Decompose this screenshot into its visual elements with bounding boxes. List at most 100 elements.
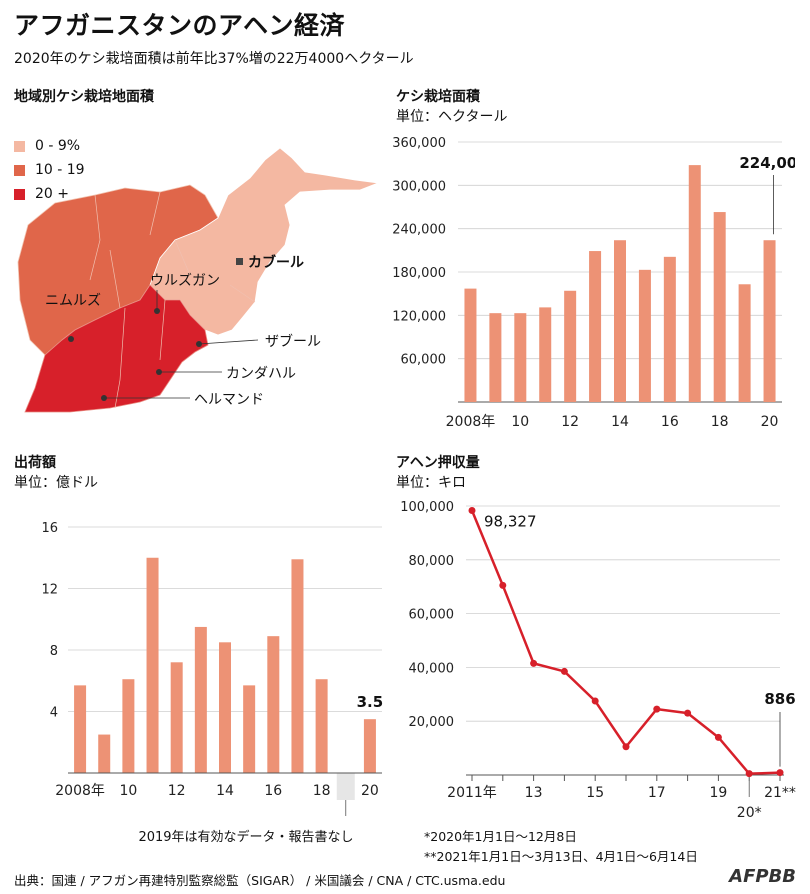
legend-item-mid: 10 - 19 <box>14 158 85 182</box>
bar <box>74 685 87 773</box>
bar <box>638 269 651 402</box>
bar <box>688 165 701 402</box>
bar <box>170 662 183 773</box>
x-tick-label: 18 <box>313 783 331 799</box>
data-point <box>591 697 599 705</box>
y-tick-label: 20,000 <box>409 715 455 730</box>
x-tick-label: 12 <box>561 414 579 430</box>
x-tick-label: 16 <box>661 414 679 430</box>
y-tick-label: 4 <box>50 706 58 721</box>
no-data-note: 2019年は有効なデータ・報告書なし <box>138 829 353 845</box>
data-point <box>468 507 476 515</box>
data-point <box>560 667 568 675</box>
legend-swatch <box>14 140 25 152</box>
bar <box>363 719 376 773</box>
data-point <box>653 705 661 713</box>
afp-logo: AFPBB <box>729 866 796 887</box>
annotation-label: 224,000 <box>739 154 795 172</box>
y-tick-label: 16 <box>41 521 58 536</box>
data-point <box>714 733 722 741</box>
x-tick-label: 17 <box>648 785 666 801</box>
leader-line <box>198 339 259 345</box>
x-tick-label: 2008年 <box>55 783 105 799</box>
x-tick-label: 20 <box>761 414 779 430</box>
page-title: アフガニスタンのアヘン経済 <box>14 11 346 40</box>
y-tick-label: 300,000 <box>392 179 446 194</box>
bar <box>98 734 111 773</box>
bar <box>589 251 602 402</box>
x-tick-label: 19 <box>709 785 727 801</box>
bar <box>514 313 527 402</box>
bar <box>219 642 231 773</box>
bar <box>315 679 328 773</box>
map-region-south <box>24 284 209 413</box>
kabul-marker <box>236 258 243 265</box>
x-tick-label: 12 <box>168 783 186 799</box>
afghanistan-map: カブール ウルズガン ニムルズ ザブール カンダハル ヘルマンド <box>17 147 379 413</box>
y-tick-label: 240,000 <box>392 223 446 238</box>
bar <box>243 685 256 773</box>
legend-label: 10 - 19 <box>35 162 85 178</box>
seizure-chart-title: アヘン押収量 <box>396 455 480 471</box>
bar <box>564 290 577 402</box>
y-tick-label: 360,000 <box>392 136 446 151</box>
map-borders <box>89 191 256 409</box>
y-tick-label: 100,000 <box>400 500 454 515</box>
legend-label: 20 + <box>35 186 69 202</box>
legend-label: 0 - 9% <box>35 138 81 154</box>
bar <box>267 636 280 773</box>
footnote-2021: **2021年1月1日～3月13日、4月1日～6月14日 <box>424 849 698 864</box>
legend-swatch <box>14 188 25 200</box>
bar <box>738 284 751 402</box>
y-tick-label: 80,000 <box>409 554 455 569</box>
x-tick-label: 20 <box>361 783 379 799</box>
area-chart-unit: 単位：ヘクタール <box>396 109 508 125</box>
y-tick-label: 12 <box>41 583 58 598</box>
x-tick-label: 16 <box>264 783 282 799</box>
value-chart-unit: 単位：億ドル <box>14 475 98 491</box>
bar <box>539 307 552 402</box>
legend-swatch <box>14 164 25 176</box>
legend-item-high: 20 + <box>14 182 85 206</box>
label-kabul: カブール <box>248 254 304 271</box>
x-tick-label: 15 <box>586 785 604 801</box>
x-tick-label: 2011年 <box>447 785 497 801</box>
bar <box>146 557 159 773</box>
bar <box>194 626 207 773</box>
bar <box>489 313 502 402</box>
label-kandahar: カンダハル <box>226 366 296 382</box>
y-tick-label: 40,000 <box>409 661 455 676</box>
annotation-label: 3.5 <box>357 693 384 711</box>
x-tick-label: 2008年 <box>446 414 496 430</box>
bar <box>663 256 676 402</box>
data-point <box>684 709 692 717</box>
bar <box>464 288 477 402</box>
area-chart-title: ケシ栽培面積 <box>396 89 480 105</box>
nimruz-marker <box>68 336 74 342</box>
x-tick-label: 10 <box>511 414 529 430</box>
data-point <box>776 769 784 777</box>
area-bar-chart: 60,000 120,000 180,000 240,000 300,000 360,00… <box>392 136 795 430</box>
x-tick-label: 21** <box>764 785 796 801</box>
label-uruzgan: ウルズガン <box>150 273 220 289</box>
x-tick-label: 18 <box>711 414 729 430</box>
x-tick-label: 14 <box>216 783 234 799</box>
data-point <box>499 581 507 589</box>
label-zabul: ザブール <box>265 333 321 350</box>
bar <box>614 240 626 402</box>
footnote-2020: *2020年1月1日～12月8日 <box>424 829 577 844</box>
x-tick-label: 10 <box>119 783 137 799</box>
data-point <box>530 659 538 667</box>
bar <box>763 240 776 402</box>
legend-item-low: 0 - 9% <box>14 134 85 158</box>
x-tick-label: 14 <box>611 414 629 430</box>
missing-data-marker <box>336 773 355 800</box>
label-helmand: ヘルマンド <box>194 392 264 408</box>
source-credit: 出典：国連 / アフガン再建特別監察総監（SIGAR） / 米国議会 / CNA… <box>14 873 506 888</box>
y-tick-label: 180,000 <box>392 266 446 281</box>
bar <box>713 212 726 402</box>
y-tick-label: 60,000 <box>409 608 455 623</box>
map-legend: 0 - 9% 10 - 19 20 + <box>14 134 85 206</box>
annotation-first: 98,327 <box>484 513 537 531</box>
bar <box>291 559 304 773</box>
